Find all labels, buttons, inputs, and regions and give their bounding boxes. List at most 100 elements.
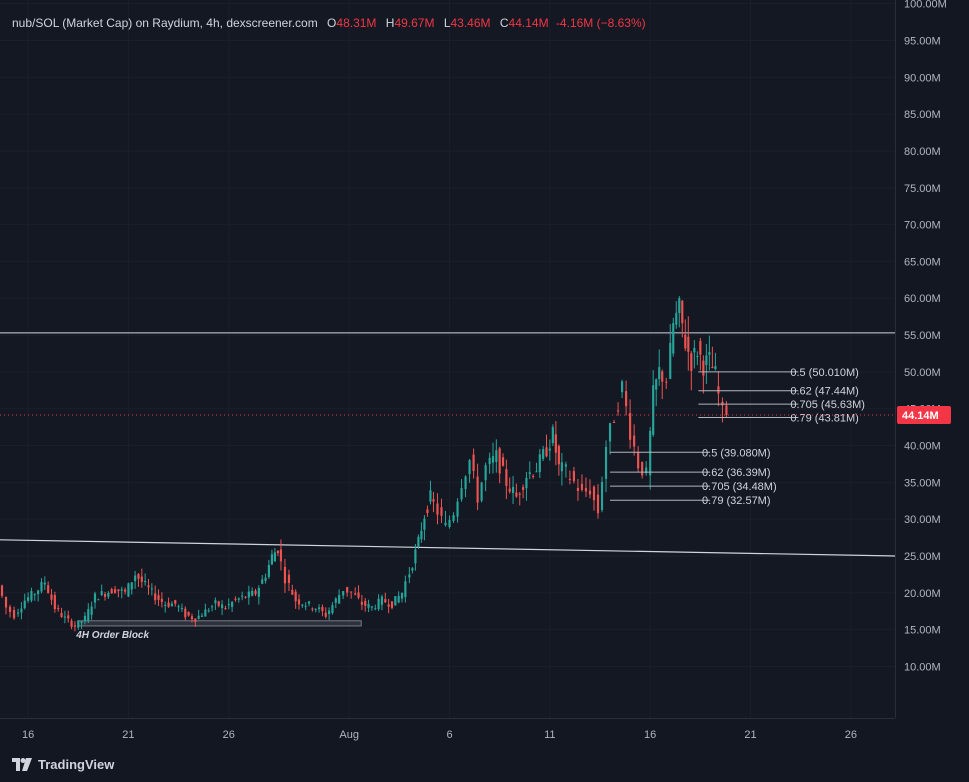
price-tick-label: 60.00M	[904, 293, 941, 305]
candle-body	[397, 595, 400, 603]
candle-body	[311, 608, 314, 610]
candle-body	[123, 589, 127, 592]
candle-body	[432, 499, 435, 502]
candle-body	[33, 594, 36, 596]
order-block-zone	[77, 620, 362, 627]
candle-body	[411, 568, 414, 571]
candle-body	[675, 312, 678, 325]
candle-body	[317, 607, 321, 610]
order-block-label: 4H Order Block	[75, 630, 149, 641]
candle-body	[711, 366, 714, 368]
tradingview-logo[interactable]: TradingView	[12, 757, 114, 772]
candle-body	[616, 410, 620, 412]
candle-body	[400, 593, 404, 599]
candle-body	[83, 615, 87, 622]
candle-body	[187, 611, 190, 616]
candle-body	[521, 487, 525, 490]
candle-body	[194, 618, 197, 623]
open-label: O	[327, 16, 337, 30]
time-axis[interactable]: 16 21 26 Aug 6 11 16 21 26	[0, 718, 895, 749]
candle-body	[557, 445, 560, 465]
price-tick-label: 80.00M	[904, 146, 941, 158]
candle-body	[43, 582, 46, 585]
chart-legend[interactable]: nub/SOL (Market Cap) on Raydium, 4h, dex…	[12, 16, 646, 30]
candle-body	[244, 596, 247, 598]
change-value: -4.16M (−8.63%)	[555, 16, 646, 30]
candle-body	[564, 464, 567, 467]
candle-body	[283, 566, 287, 584]
price-tick-label: 25.00M	[904, 551, 941, 563]
current-price-tag-label: 44.14M	[902, 410, 939, 422]
price-chart[interactable]: 4H Order Block 0.5 (50.010M) 0.62 (47.44M…	[0, 0, 896, 718]
symbol-description[interactable]: nub/SOL (Market Cap) on Raydium, 4h, dex…	[12, 16, 318, 30]
candle-body	[629, 413, 632, 440]
candle-body	[297, 599, 301, 605]
candle-body	[725, 405, 728, 416]
candle-body	[367, 603, 370, 608]
candle-body	[495, 450, 498, 462]
candle-body	[542, 449, 545, 459]
candle-body	[77, 620, 80, 628]
candle-body	[12, 610, 16, 619]
candle-body	[314, 608, 317, 610]
candle-body	[672, 323, 675, 354]
candle-body	[53, 595, 56, 610]
fib-level-label: 0.705 (34.48M)	[702, 481, 777, 493]
candle-body	[334, 598, 337, 603]
candle-body	[678, 298, 681, 314]
footer: TradingView	[0, 748, 969, 782]
price-tick-label: 85.00M	[904, 109, 941, 121]
candle-body	[279, 549, 283, 562]
candle-body	[140, 576, 143, 582]
tradingview-logo-icon	[12, 758, 32, 771]
candle-body	[480, 482, 483, 501]
candle-body	[247, 591, 250, 598]
candle-body	[177, 606, 180, 608]
candle-body	[708, 352, 711, 355]
candle-body	[27, 597, 30, 601]
candle-body	[669, 342, 672, 379]
candle-body	[464, 476, 467, 489]
candle-body	[254, 590, 257, 595]
candle-body	[498, 448, 501, 474]
candle-body	[488, 457, 491, 465]
low-value: 43.46M	[450, 16, 491, 30]
candle-body	[231, 601, 234, 607]
candle-body	[30, 591, 33, 601]
candle-body	[304, 605, 307, 607]
candle-body	[364, 600, 367, 606]
price-axis[interactable]: 10.00M 15.00M 20.00M 25.00M 30.00M 35.00M 40.0…	[895, 0, 969, 718]
candle-body	[596, 494, 600, 514]
candle-body	[307, 601, 311, 604]
candle-body	[117, 589, 120, 592]
candle-body	[699, 340, 702, 355]
candle-body	[276, 550, 280, 554]
candle-body	[47, 585, 50, 593]
chart-pane[interactable]: 4H Order Block 0.5 (50.010M) 0.62 (47.44M…	[0, 0, 896, 718]
candle-body	[110, 588, 113, 594]
axis-corner	[895, 718, 969, 748]
candle-body	[257, 587, 260, 597]
time-tick-label: 16	[22, 729, 34, 741]
time-tick-label: 16	[644, 729, 656, 741]
candle-body	[420, 530, 423, 540]
candle-body	[414, 549, 417, 564]
price-tick-label: 40.00M	[904, 441, 941, 453]
candle-body	[580, 483, 584, 490]
candle-body	[515, 492, 518, 497]
candle-body	[380, 596, 384, 605]
candle-body	[452, 515, 455, 522]
candle-body	[360, 601, 363, 605]
candle-body	[608, 423, 612, 442]
candle-body	[538, 454, 541, 473]
candle-body	[600, 482, 604, 511]
price-tick-label: 30.00M	[904, 514, 941, 526]
candle-body	[357, 592, 360, 598]
candle-body	[448, 519, 451, 527]
candle-body	[70, 620, 73, 627]
candle-body	[693, 347, 696, 353]
low-label: L	[443, 16, 451, 30]
candle-body	[545, 447, 548, 457]
candle-body	[404, 581, 407, 597]
